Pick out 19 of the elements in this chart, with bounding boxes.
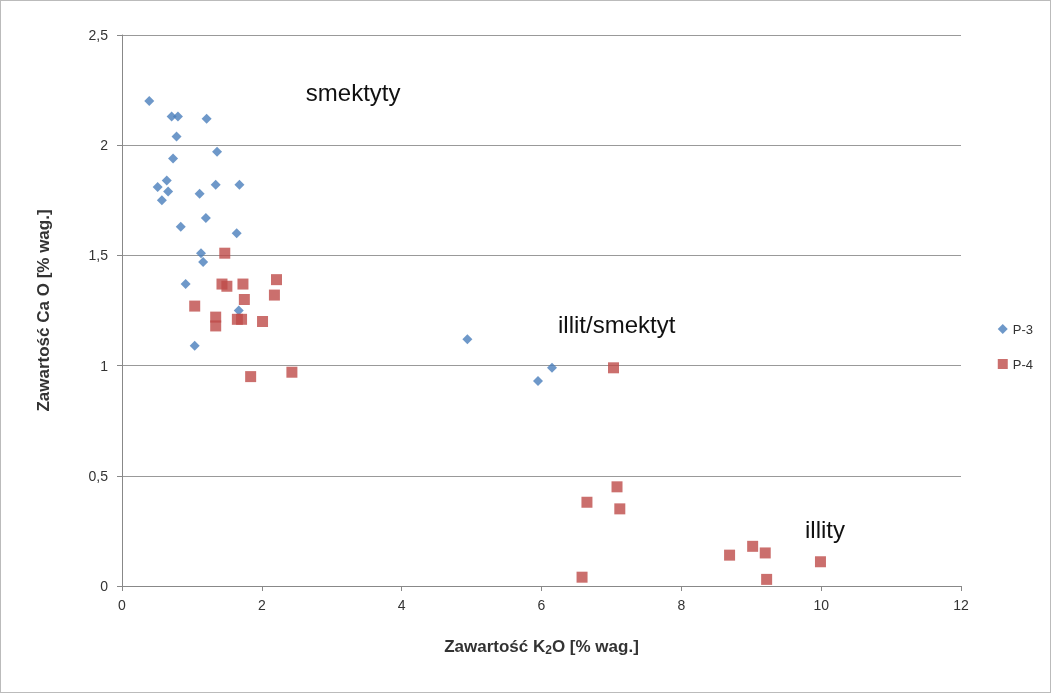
legend-label: P-3 — [1012, 321, 1033, 337]
x-tick-label: 8 — [677, 597, 686, 613]
y-tick-label: 2,5 — [88, 27, 109, 43]
x-tick-label: 0 — [118, 597, 127, 613]
legend-label: P-4 — [1012, 356, 1033, 372]
y-tick-label: 2 — [100, 137, 109, 154]
annotation: illit/smektyt — [558, 311, 676, 339]
y-tick-label: 1 — [100, 357, 109, 374]
annotation: illity — [805, 515, 846, 543]
x-tick-label: 12 — [953, 597, 969, 613]
y-tick-label: 0 — [100, 578, 109, 594]
y-axis-title: Zawartość Ca O [% wag.] — [34, 209, 53, 412]
y-tick-label: 1,5 — [88, 247, 109, 264]
x-tick-label: 4 — [397, 597, 406, 613]
annotation: smektyty — [305, 79, 401, 107]
x-tick-label: 2 — [257, 597, 266, 613]
y-tick-label: 0,5 — [88, 467, 109, 484]
x-tick-label: 10 — [813, 597, 830, 613]
x-tick-label: 6 — [537, 597, 546, 613]
